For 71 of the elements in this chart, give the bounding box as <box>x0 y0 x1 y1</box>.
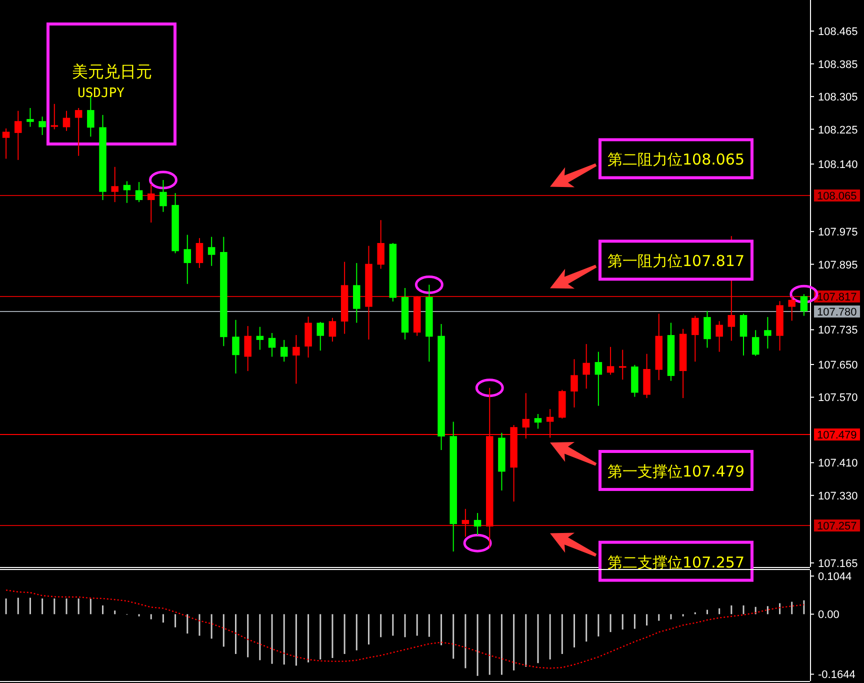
candlestick <box>232 319 240 374</box>
y-tick-label: 107.570 <box>818 392 858 404</box>
candlestick <box>38 116 46 136</box>
candlestick <box>606 346 614 376</box>
candlestick <box>50 103 58 130</box>
y-tick-label: 107.975 <box>818 226 858 239</box>
candlestick <box>534 414 542 430</box>
candlestick <box>377 220 384 270</box>
ref-line-label: 107.479 <box>817 430 857 442</box>
candlestick <box>244 326 252 372</box>
candlestick <box>353 262 360 324</box>
annotation: 第二阻力位108.065 <box>607 150 745 169</box>
annotation: 第一支撑位107.479 <box>607 462 745 480</box>
y-tick-label: 108.385 <box>818 58 858 71</box>
candlestick <box>740 313 748 356</box>
y-tick-label: 107.735 <box>818 324 858 337</box>
annotation: 第二支撑位107.257 <box>607 553 745 572</box>
candlestick <box>716 320 723 352</box>
candlestick <box>474 512 482 536</box>
candlestick <box>184 234 192 284</box>
candlestick <box>74 108 82 156</box>
candlestick <box>123 180 131 204</box>
candlestick <box>2 128 10 160</box>
y-tick-label: -0.1644 <box>818 669 856 682</box>
candlestick <box>62 110 70 132</box>
candlestick <box>147 184 155 224</box>
text: USDJPY <box>78 86 125 101</box>
y-tick-label: 107.895 <box>818 259 858 272</box>
candlestick <box>594 351 602 406</box>
y-tick-label: 108.305 <box>818 92 858 104</box>
y-tick-label: 107.410 <box>818 458 858 470</box>
annotation: 第一阻力位107.817 <box>607 252 745 270</box>
y-tick-label: 107.650 <box>818 360 858 372</box>
candlestick <box>582 344 590 390</box>
ref-line-label: 107.780 <box>817 306 857 318</box>
y-tick-label: 108.225 <box>818 124 858 136</box>
candlestick <box>764 316 772 350</box>
candlestick <box>462 508 470 538</box>
candlestick <box>14 110 22 160</box>
candlestick <box>135 182 143 203</box>
candlestick <box>160 180 167 212</box>
candlestick <box>618 349 626 380</box>
y-tick-label: 0.1044 <box>818 571 852 584</box>
candlestick <box>26 108 34 128</box>
text: 美元兑日元 <box>72 62 152 81</box>
candlestick <box>111 166 118 203</box>
ref-line-label: 108.065 <box>817 190 857 202</box>
candlestick <box>316 321 324 352</box>
y-tick-label: 0.00 <box>818 609 840 622</box>
candlestick <box>692 315 699 362</box>
candlestick <box>752 330 760 356</box>
candlestick <box>280 339 288 362</box>
candlestick <box>208 236 216 266</box>
line-series <box>5 590 805 669</box>
y-tick-label: 107.165 <box>818 558 858 570</box>
candlestick <box>328 317 336 342</box>
candlestick <box>800 294 808 316</box>
ref-line-label: 107.817 <box>817 292 857 304</box>
y-tick-label: 107.330 <box>818 490 858 502</box>
y-tick-label: 108.465 <box>818 26 858 38</box>
candlestick <box>704 310 711 348</box>
candlestick <box>196 238 204 268</box>
candlestick <box>570 358 578 408</box>
candlestick <box>256 326 264 350</box>
candlestick <box>788 296 796 322</box>
candlestick <box>268 332 276 358</box>
candlestick <box>304 316 312 358</box>
candlestick <box>292 334 300 384</box>
ref-line-label: 107.257 <box>817 520 857 532</box>
candlestick <box>87 96 94 138</box>
y-tick-label: 108.140 <box>818 159 858 172</box>
